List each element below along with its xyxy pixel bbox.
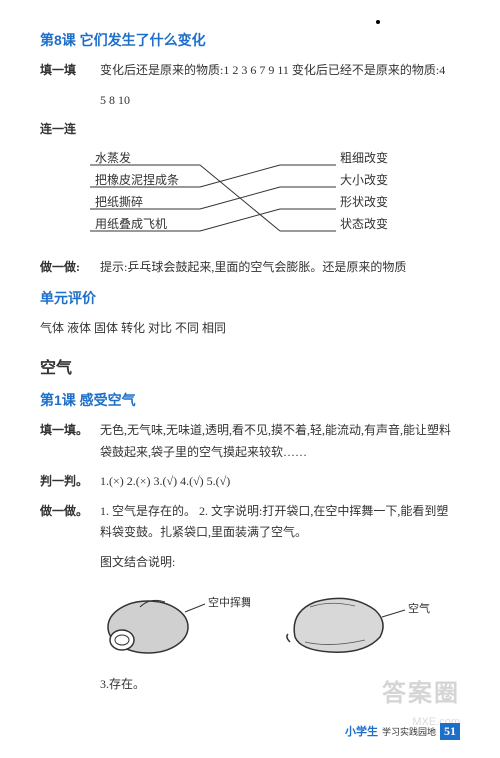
do-content-1b: 图文结合说明:: [100, 552, 460, 574]
lesson8-do-row: 做一做: 提示:乒乓球会鼓起来,里面的空气会膨胀。还是原来的物质: [40, 257, 460, 279]
page-footer: 小学生 学习实践园地 51: [345, 723, 460, 740]
do-content-1a: 1. 空气是存在的。 2. 文字说明:打开袋口,在空中挥舞一下,能看到塑料袋变鼓…: [100, 501, 460, 544]
lesson8-connect-row: 连一连: [40, 119, 460, 141]
unit-eval-title: 单元评价: [40, 288, 460, 308]
fill-label: 填一填: [40, 60, 100, 82]
fill-content-2: 5 8 10: [100, 90, 460, 112]
illustration-2: 空气: [280, 582, 440, 666]
lesson8-fill-row: 填一填 变化后还是原来的物质:1 2 3 6 7 9 11 变化后已经不是原来的…: [40, 60, 460, 82]
fill-content-l1: 无色,无气味,无味道,透明,看不见,摸不着,轻,能流动,有声音,能让塑料袋鼓起来…: [100, 420, 460, 463]
connect-label: 连一连: [40, 119, 100, 141]
judge-label: 判一判。: [40, 471, 100, 493]
bag-closed-svg: 空气: [280, 582, 440, 662]
img2-label: 空气: [408, 601, 430, 615]
do-content-8: 提示:乒乓球会鼓起来,里面的空气会膨胀。还是原来的物质: [100, 257, 460, 279]
page-dot: [376, 20, 380, 24]
fill-content-1: 变化后还是原来的物质:1 2 3 6 7 9 11 变化后已经不是原来的物质:4: [100, 60, 460, 82]
footer-brand: 小学生: [345, 723, 378, 739]
lesson1-title: 第1课 感受空气: [40, 390, 460, 410]
connect-svg: [40, 149, 460, 249]
do-label-1: 做一做。: [40, 501, 100, 544]
do-label-8: 做一做:: [40, 257, 100, 279]
illustration-row: 空中挥舞 空气: [100, 582, 460, 666]
lesson1-judge-row: 判一判。 1.(×) 2.(×) 3.(√) 4.(√) 5.(√): [40, 471, 460, 493]
lesson1-fill-row: 填一填。 无色,无气味,无味道,透明,看不见,摸不着,轻,能流动,有声音,能让塑…: [40, 420, 460, 463]
air-title: 空气: [40, 354, 460, 378]
connect-diagram: 水蒸发把橡皮泥捏成条把纸撕碎用纸叠成飞机粗细改变大小改变形状改变状态改变: [40, 149, 460, 249]
lesson8-title: 第8课 它们发生了什么变化: [40, 30, 460, 50]
lesson1-do-row: 做一做。 1. 空气是存在的。 2. 文字说明:打开袋口,在空中挥舞一下,能看到…: [40, 501, 460, 544]
watermark-main: 答案圈: [382, 673, 460, 708]
fill-label-1: 填一填。: [40, 420, 100, 463]
unit-eval-text: 气体 液体 固体 转化 对比 不同 相同: [40, 318, 460, 340]
bag-open-svg: 空中挥舞: [100, 582, 250, 662]
footer-sub: 学习实践园地: [382, 725, 436, 738]
illustration-1: 空中挥舞: [100, 582, 250, 666]
img1-label: 空中挥舞: [208, 595, 250, 609]
judge-content: 1.(×) 2.(×) 3.(√) 4.(√) 5.(√): [100, 471, 460, 493]
footer-page: 51: [440, 723, 460, 740]
